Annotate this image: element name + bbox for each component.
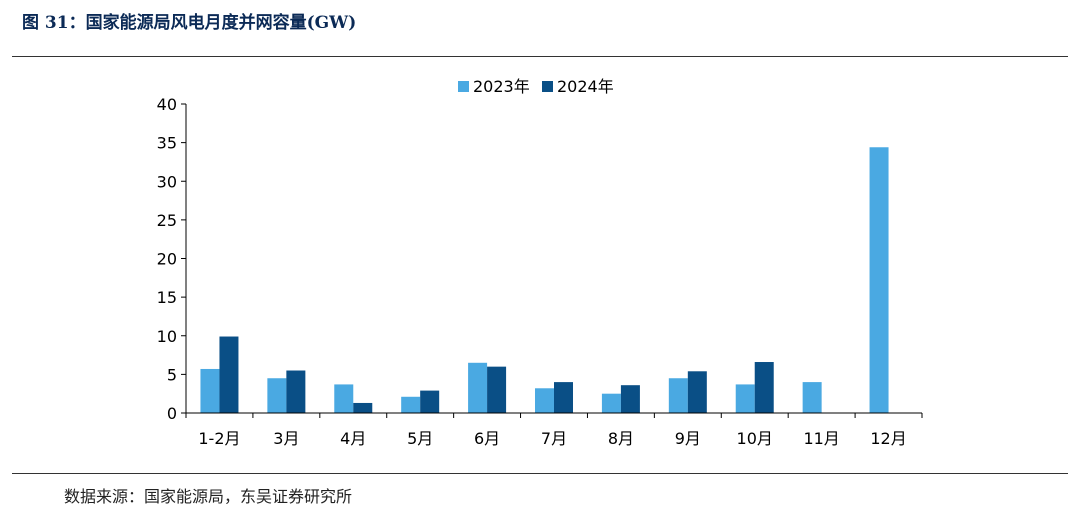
bar-2023年-7月 bbox=[535, 388, 554, 413]
x-tick-label: 4月 bbox=[340, 429, 366, 448]
x-tick-label: 10月 bbox=[737, 429, 773, 448]
bar-2024年-4月 bbox=[353, 402, 373, 413]
bar-2024年-8月 bbox=[620, 385, 640, 413]
legend-swatch bbox=[542, 81, 553, 92]
legend-label: 2023年 bbox=[473, 77, 530, 96]
bar-2024年-9月 bbox=[687, 371, 707, 413]
y-tick-label: 0 bbox=[167, 404, 177, 423]
x-tick-label: 12月 bbox=[870, 429, 906, 448]
y-tick-label: 40 bbox=[157, 95, 177, 114]
bar-2023年-10月 bbox=[735, 384, 755, 413]
x-tick-label: 8月 bbox=[608, 429, 634, 448]
source-note: 数据来源：国家能源局，东吴证券研究所 bbox=[64, 487, 353, 506]
legend-swatch bbox=[458, 81, 469, 92]
y-tick-label: 10 bbox=[157, 327, 177, 346]
x-tick-label: 5月 bbox=[407, 429, 433, 448]
bar-2023年-6月 bbox=[468, 362, 488, 413]
figure-title: 图 31：国家能源局风电月度并网容量(GW) bbox=[22, 13, 357, 33]
bottom-rule bbox=[12, 473, 1068, 474]
bar-2024年-1-2月 bbox=[219, 336, 239, 413]
x-tick-label: 9月 bbox=[675, 429, 701, 448]
bar-2024年-3月 bbox=[286, 370, 306, 413]
bar-2023年-3月 bbox=[267, 378, 287, 413]
x-tick-label: 11月 bbox=[803, 429, 839, 448]
y-tick-label: 5 bbox=[167, 365, 177, 384]
bar-2023年-1-2月 bbox=[200, 368, 220, 413]
y-tick-label: 30 bbox=[157, 172, 177, 191]
x-tick-label: 6月 bbox=[474, 429, 500, 448]
bar-2024年-7月 bbox=[554, 382, 573, 413]
x-tick-label: 1-2月 bbox=[198, 429, 240, 448]
x-tick-label: 7月 bbox=[541, 429, 567, 448]
bar-2024年-6月 bbox=[487, 366, 507, 413]
y-tick-label: 25 bbox=[157, 211, 177, 230]
y-tick-label: 35 bbox=[157, 134, 177, 153]
y-axis: 0 5 10 15 20 25 30 35 40 bbox=[157, 95, 187, 423]
bar-2023年-8月 bbox=[601, 393, 621, 413]
bar-2023年-9月 bbox=[668, 378, 688, 413]
bar-2023年-4月 bbox=[334, 384, 354, 413]
y-tick-label: 15 bbox=[157, 288, 177, 307]
x-tick-label: 3月 bbox=[273, 429, 299, 448]
chart-legend: 2023年 2024年 bbox=[458, 77, 614, 96]
bars bbox=[200, 147, 889, 413]
bar-2024年-10月 bbox=[754, 362, 774, 413]
bar-2023年-12月 bbox=[869, 147, 889, 413]
top-rule bbox=[12, 56, 1068, 57]
x-axis: 1-2月 3月 4月 5月 6月 7月 8月 9月 10月 11月 12月 bbox=[185, 412, 923, 448]
legend-label: 2024年 bbox=[557, 77, 614, 96]
bar-2024年-5月 bbox=[420, 390, 440, 413]
bar-2023年-11月 bbox=[802, 382, 822, 413]
y-tick-label: 20 bbox=[157, 250, 177, 269]
bar-2023年-5月 bbox=[401, 396, 421, 413]
